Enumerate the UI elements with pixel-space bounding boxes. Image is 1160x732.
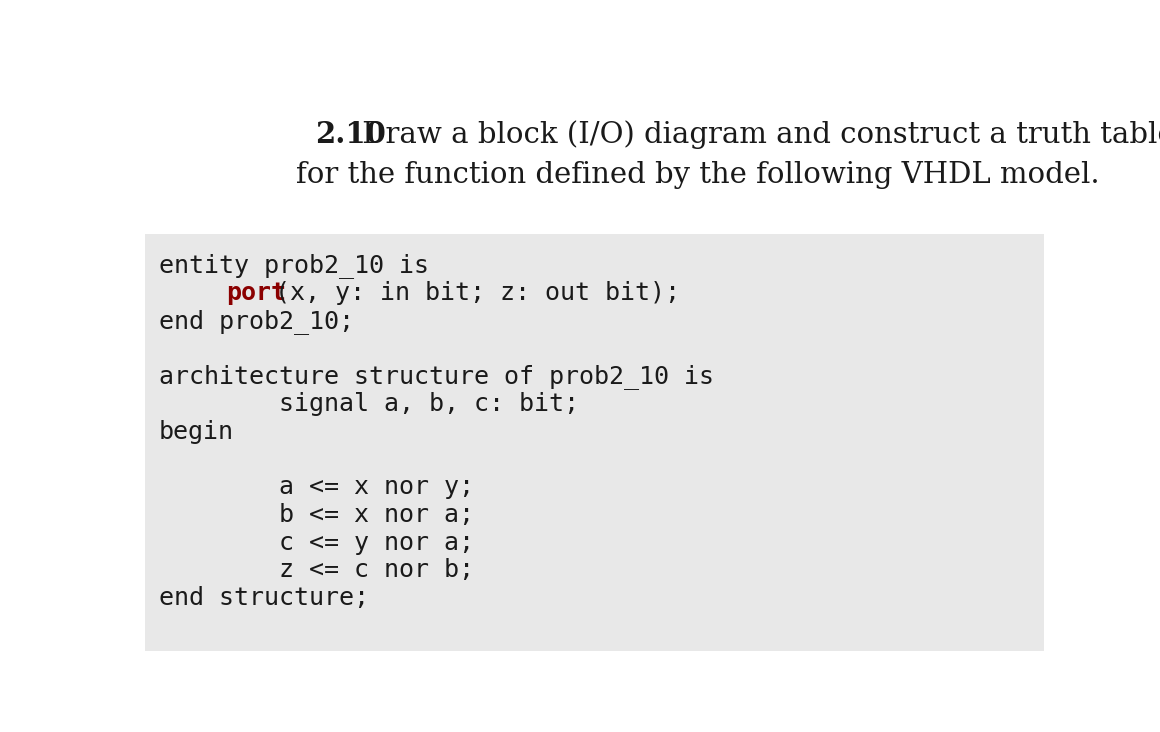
- Text: Draw a block (I/O) diagram and construct a truth table: Draw a block (I/O) diagram and construct…: [353, 120, 1160, 149]
- Text: signal a, b, c: bit;: signal a, b, c: bit;: [159, 392, 579, 416]
- Text: a <= x nor y;: a <= x nor y;: [159, 475, 474, 499]
- Text: begin: begin: [159, 419, 234, 444]
- Text: end structure;: end structure;: [159, 586, 369, 610]
- Text: 2.10: 2.10: [316, 120, 386, 149]
- Text: end prob2_10;: end prob2_10;: [159, 309, 354, 334]
- Text: entity prob2_10 is: entity prob2_10 is: [159, 253, 429, 278]
- Text: b <= x nor a;: b <= x nor a;: [159, 503, 474, 527]
- Text: c <= y nor a;: c <= y nor a;: [159, 531, 474, 555]
- Text: (x, y: in bit; z: out bit);: (x, y: in bit; z: out bit);: [260, 281, 680, 305]
- FancyBboxPatch shape: [145, 234, 1044, 651]
- Text: architecture structure of prob2_10 is: architecture structure of prob2_10 is: [159, 365, 713, 389]
- Text: port: port: [226, 281, 287, 305]
- FancyBboxPatch shape: [145, 88, 1044, 234]
- Text: for the function defined by the following VHDL model.: for the function defined by the followin…: [296, 161, 1100, 189]
- Text: z <= c nor b;: z <= c nor b;: [159, 559, 474, 583]
